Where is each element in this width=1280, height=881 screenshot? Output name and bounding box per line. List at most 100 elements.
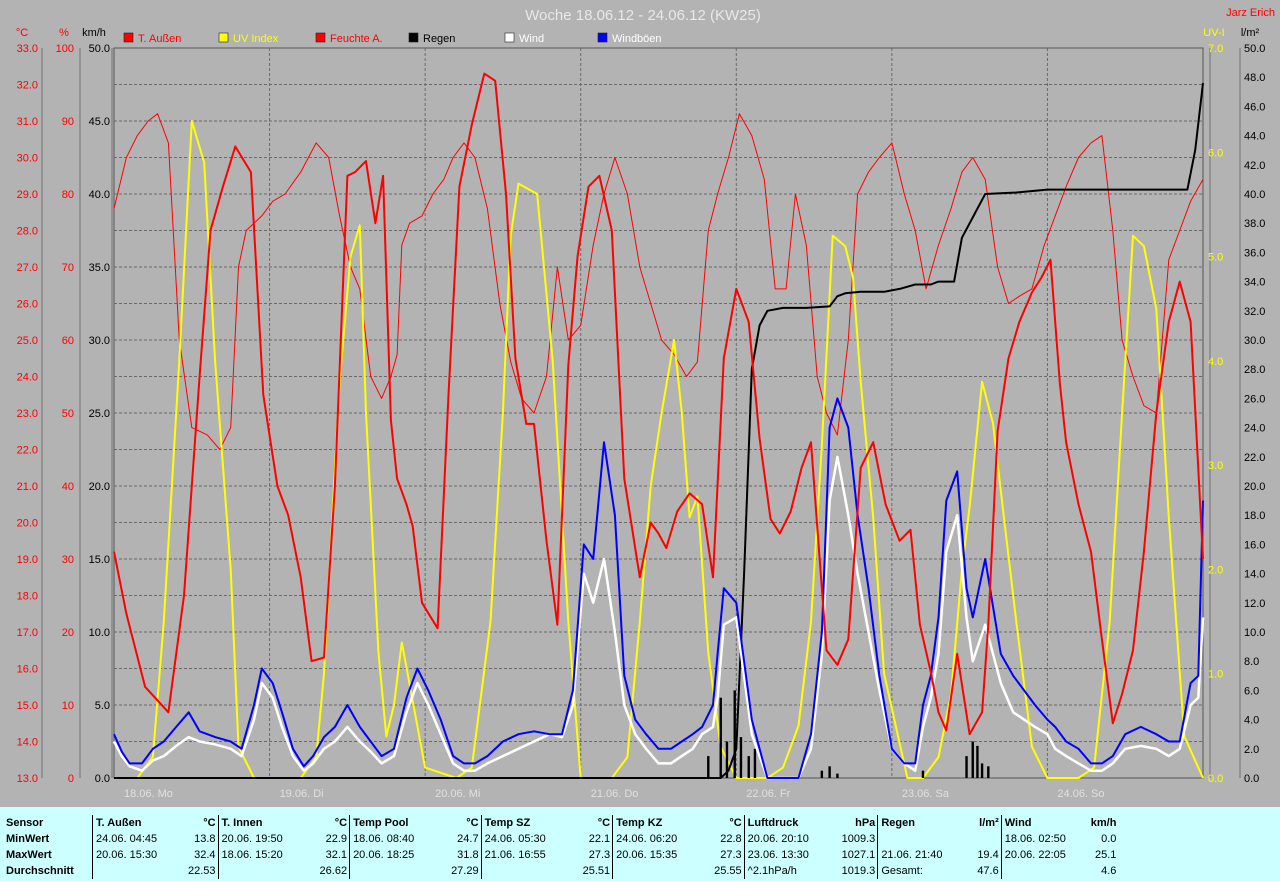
stats-separator [1000,815,1003,831]
stats-separator [92,815,94,831]
axes: 13.0 14.0 15.0 16.0 17.0 18.0 19.0 20.0 21.0 22.0… [17,43,1266,800]
temp-tick-label: 33.0 [17,43,38,55]
stats-separator [92,863,94,879]
stats-separator [743,831,746,847]
temp-tick-label: 23.0 [17,408,38,420]
stats-separator [480,831,483,847]
rain-tick-label: 30.0 [1244,335,1265,347]
stats-cell: 26.62 [319,865,348,877]
stats-cell: 22.9 [325,833,348,845]
stats-header-cell: hPa [855,817,876,829]
legend-label: Wind [519,33,544,45]
statistics-table: Sensor T. Außen °C T. Innen °C Temp Pool °C Tem… [4,815,1119,879]
chart-title: Woche 18.06.12 - 24.06.12 (KW25) [525,7,761,24]
stats-row-label: MinWert [6,833,50,845]
temp-tick-label: 14.0 [17,737,38,749]
stats-separator [612,847,615,863]
rain-interval-bar [987,766,990,778]
temp-tick-label: 13.0 [17,773,38,785]
temp-tick-label: 15.0 [17,700,38,712]
rain-interval-bar [976,745,979,778]
stats-cell: 20.06. 18:25 [353,849,415,861]
stats-separator [1000,863,1003,879]
stats-cell: 27.29 [451,865,479,877]
stats-separator [877,847,880,863]
rain-tick-label: 12.0 [1244,598,1265,610]
rain-tick-label: 14.0 [1244,569,1265,581]
stats-separator [349,863,352,879]
temp-tick-label: 32.0 [17,80,38,92]
stats-separator [349,847,352,863]
stats-separator [349,831,352,847]
wind-tick-label: 5.0 [95,700,110,712]
stats-cell: 20.06. 22:05 [1004,849,1066,861]
temp-unit-label: °C [16,27,28,39]
temp-tick-label: 25.0 [17,335,38,347]
stats-cell: 22.8 [720,833,742,845]
stats-separator [877,815,880,831]
stats-cell: 31.8 [457,849,479,861]
legend-swatch [408,32,419,43]
uv-tick-label: 7.0 [1208,43,1223,55]
temp-tick-label: 24.0 [17,372,38,384]
series-line-regen [114,82,1204,779]
uv-tick-label: 2.0 [1208,564,1223,576]
humidity-unit-label: % [59,27,69,39]
stats-separator [612,815,615,831]
rain-unit-label: l/m² [1241,27,1260,39]
stats-separator [480,815,483,831]
plot-area [112,72,1205,780]
wind-tick-label: 25.0 [89,408,110,420]
rain-tick-label: 4.0 [1244,715,1259,727]
rain-tick-label: 6.0 [1244,685,1259,697]
rain-interval-bar [828,766,831,778]
stats-header-row: Sensor T. Außen °C T. Innen °C Temp Pool °C Tem… [4,815,1118,831]
x-tick-label: 21.06. Do [591,788,639,800]
stats-separator [92,831,94,847]
series-line-feuchte-a [113,113,1204,450]
stats-cell: 4.6 [1101,865,1117,877]
stats-header-cell: Temp SZ [484,817,531,829]
legend: T. Außen UV Index Feuchte A. Regen Wind Windb… [123,32,662,45]
stats-cell: 22.53 [188,865,216,877]
stats-separator [1000,831,1003,847]
author-label: Jarz Erich [1226,7,1275,19]
wind-tick-label: 20.0 [89,481,110,493]
x-tick-label: 19.06. Di [280,788,324,800]
stats-header-cell: °C [729,817,742,829]
stats-row-label: Durchschnitt [6,865,74,877]
stats-cell: 25.1 [1095,849,1117,861]
legend-label: Feuchte A. [330,33,383,45]
legend-swatch [123,32,134,43]
temp-tick-label: 28.0 [17,226,38,238]
stats-header-cell: Luftdruck [747,817,799,829]
x-tick-label: 23.06. Sa [902,788,950,800]
rain-tick-label: 22.0 [1244,452,1265,464]
temp-tick-label: 17.0 [17,627,38,639]
stats-cell [614,863,712,879]
temp-tick-label: 26.0 [17,299,38,311]
legend-swatch [597,32,608,43]
weather-chart: Woche 18.06.12 - 24.06.12 (KW25) Jarz Er… [16,7,1275,800]
humidity-tick-label: 70 [62,262,74,274]
stats-cell [351,863,449,879]
statistics-panel: Sensor T. Außen °C T. Innen °C Temp Pool °C Tem… [0,807,1280,881]
rain-tick-label: 36.0 [1244,247,1265,259]
stats-header-cell: Wind [1004,817,1032,829]
stats-separator [743,847,746,863]
temp-tick-label: 19.0 [17,554,38,566]
stats-cell [94,863,186,879]
series-line-uv-index [114,120,1204,779]
temp-tick-label: 18.0 [17,591,38,603]
stats-cell: 19.4 [977,849,999,861]
rain-tick-label: 38.0 [1244,218,1265,230]
uv-tick-label: 6.0 [1208,147,1223,159]
rain-interval-bar [980,763,984,778]
x-tick-label: 22.06. Fr [746,788,790,800]
x-tick-label: 18.06. Mo [124,788,173,800]
stats-header-cell: °C [203,817,216,829]
uv-tick-label: 4.0 [1208,356,1223,368]
rain-tick-label: 34.0 [1244,277,1265,289]
legend-swatch [218,32,229,43]
temp-tick-label: 29.0 [17,189,38,201]
